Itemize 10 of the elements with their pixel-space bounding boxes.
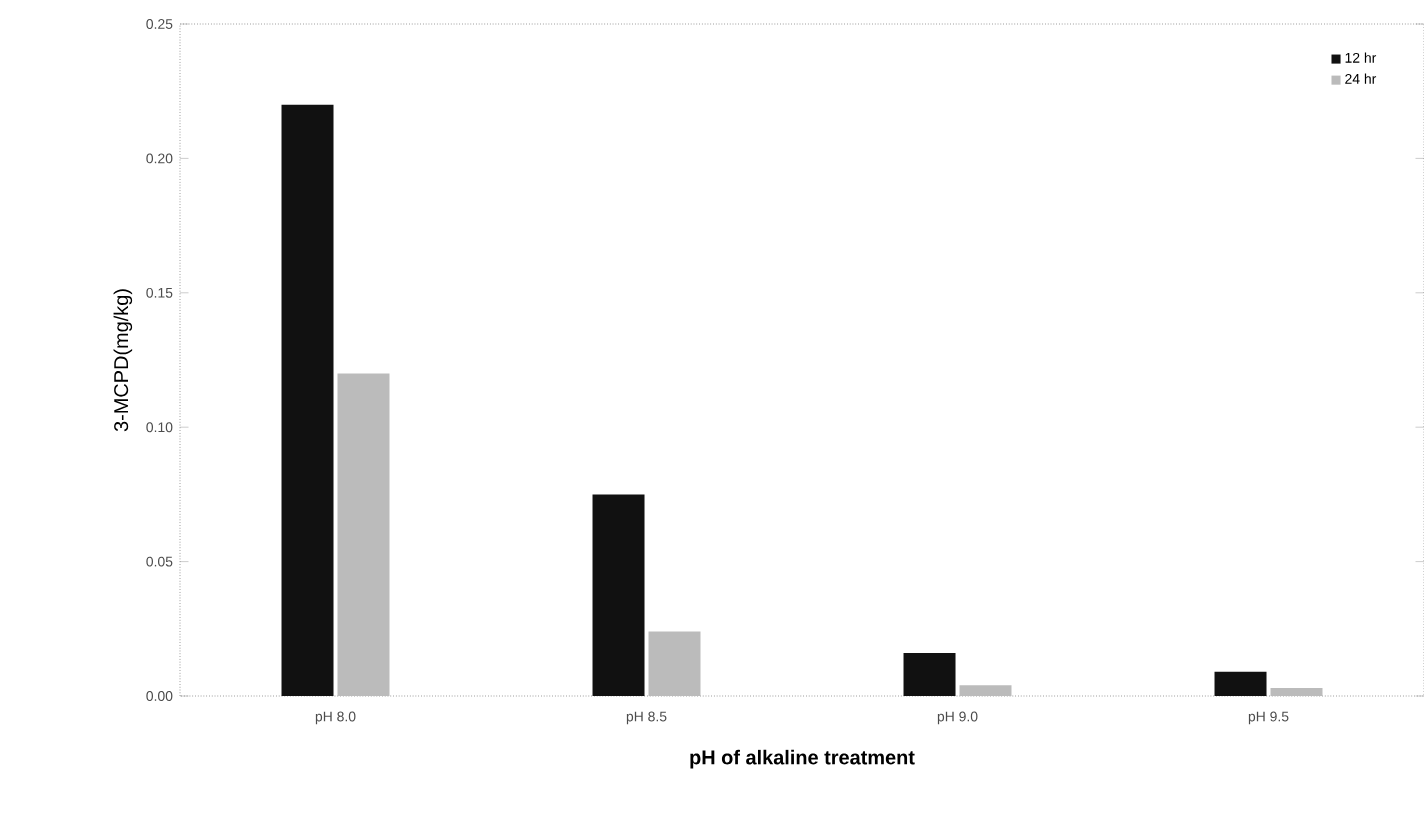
bar [1270, 687, 1323, 696]
bar [648, 631, 701, 696]
bar [592, 494, 645, 696]
bar [337, 373, 390, 696]
x-axis-title: pH of alkaline treatment [690, 749, 915, 769]
bar [1214, 671, 1267, 696]
bar [903, 652, 956, 696]
y-axis-title: 3-MCPD(mg/kg) [113, 289, 133, 432]
bar [959, 685, 1012, 696]
bar [281, 104, 334, 696]
